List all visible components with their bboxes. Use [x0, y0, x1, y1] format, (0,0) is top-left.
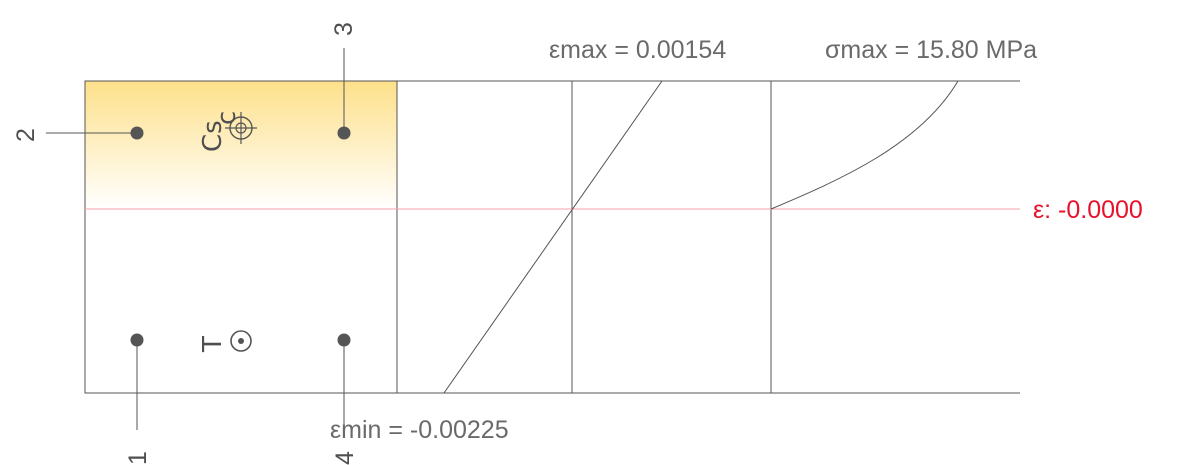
tension-resultant-icon — [230, 330, 252, 352]
tension-symbol: T — [198, 336, 228, 353]
compression-symbol: c — [212, 111, 242, 125]
rebar-3-label: 3 — [330, 22, 358, 36]
rebar-1 — [130, 333, 144, 347]
sigma-max-label: σmax = 15.80 MPa — [825, 36, 1037, 64]
strain-distribution-line — [443, 80, 663, 394]
centroid-symbol: Cs — [198, 120, 228, 152]
rebar-4 — [337, 333, 351, 347]
rebar-2 — [130, 126, 144, 140]
compression-zone — [85, 81, 397, 209]
eps-min-label: εmin = -0.00225 — [330, 416, 509, 444]
rebar-3 — [337, 126, 351, 140]
compression-centroid-icon — [225, 112, 257, 144]
eps-max-label: εmax = 0.00154 — [549, 36, 726, 64]
rebar-1-label: 1 — [124, 451, 152, 465]
cross-section-outline — [84, 80, 398, 394]
stress-distribution-curve — [770, 80, 959, 210]
rebar-4-label: 4 — [331, 451, 359, 465]
neutral-axis-label: ε: -0.0000 — [1033, 196, 1143, 224]
rebar-2-label: 2 — [12, 128, 40, 142]
